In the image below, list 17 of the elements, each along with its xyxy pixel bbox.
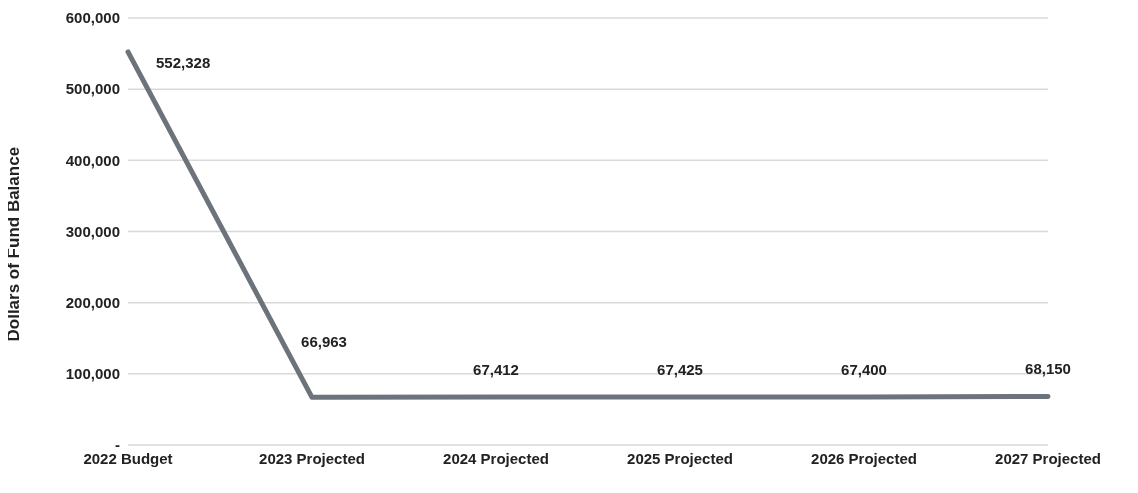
y-tick-label: 300,000 <box>65 222 120 240</box>
x-tick-label: 2024 Projected <box>443 449 549 467</box>
y-tick-label: 500,000 <box>65 80 120 98</box>
y-tick-label: 100,000 <box>65 365 120 383</box>
x-tick-label: 2026 Projected <box>811 449 917 467</box>
data-label: 552,328 <box>156 53 211 71</box>
data-label: 67,412 <box>473 361 519 379</box>
y-tick-label: 400,000 <box>65 151 120 169</box>
data-label: 67,425 <box>657 361 703 379</box>
x-tick-label: 2027 Projected <box>995 449 1101 467</box>
data-label: 68,150 <box>1025 360 1071 378</box>
y-tick-label: 600,000 <box>65 9 120 27</box>
x-tick-label: 2023 Projected <box>259 449 365 467</box>
data-label: 66,963 <box>301 333 347 351</box>
y-tick-label: 200,000 <box>65 293 120 311</box>
data-label: 67,400 <box>841 361 887 379</box>
x-tick-label: 2025 Projected <box>627 449 733 467</box>
